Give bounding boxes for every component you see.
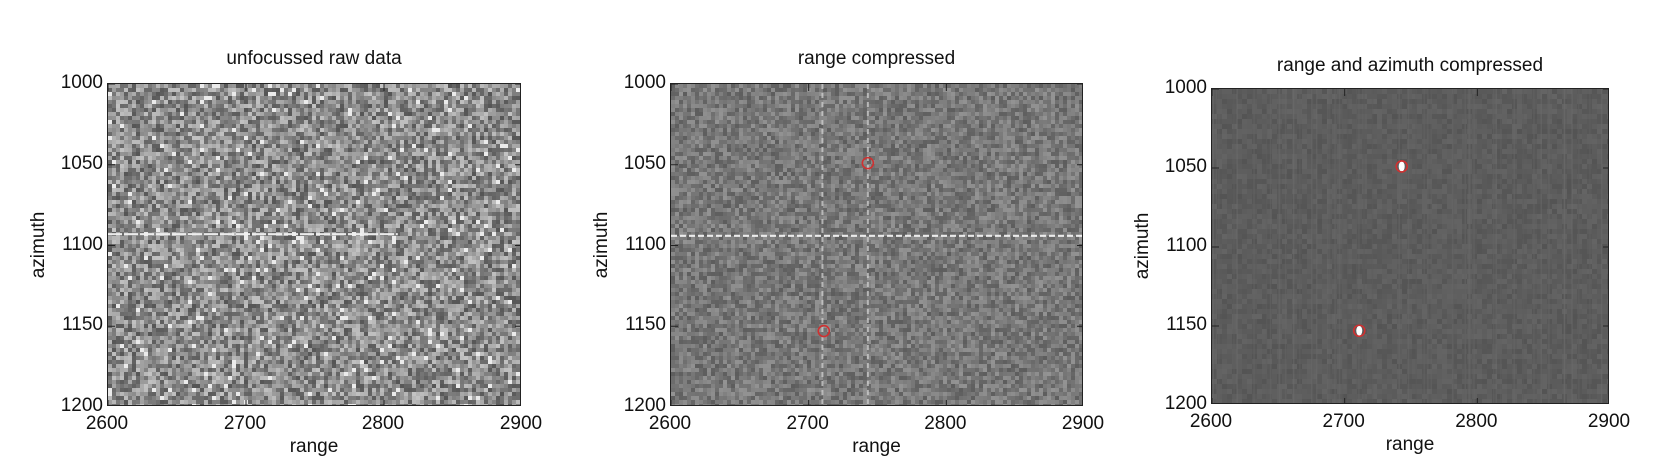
x-tick-label: 2800 [362, 413, 404, 435]
x-tick-label: 2600 [1190, 411, 1232, 433]
heatmap-image [1211, 88, 1609, 404]
y-tick-label: 1000 [624, 72, 666, 94]
y-tick-label: 1100 [1166, 235, 1207, 257]
y-tick-label: 1050 [61, 153, 103, 175]
y-tick-label: 1200 [61, 395, 103, 417]
noise-texture [108, 84, 520, 405]
y-tick-label: 1200 [1165, 393, 1207, 415]
x-tick-label: 2900 [1062, 413, 1104, 435]
point-target [1356, 325, 1363, 336]
x-tick-label: 2900 [1588, 411, 1630, 433]
heatmap-image [670, 83, 1083, 406]
chart-title: unfocussed raw data [226, 48, 401, 70]
y-tick-label: 1050 [1165, 156, 1207, 178]
y-tick-label: 1050 [624, 153, 666, 175]
target-marker [817, 324, 831, 338]
y-tick-label: 1150 [625, 314, 666, 336]
y-axis-label: azimuth [591, 211, 613, 278]
y-tick-label: 1000 [61, 72, 103, 94]
y-axis-label: azimuth [28, 211, 50, 278]
x-tick-label: 2800 [924, 413, 966, 435]
x-axis-label: range [852, 436, 901, 458]
y-tick-label: 1150 [1166, 314, 1207, 336]
y-tick-label: 1100 [625, 234, 666, 256]
target-marker [1352, 324, 1366, 338]
x-tick-label: 2700 [1323, 411, 1365, 433]
chart-title: range and azimuth compressed [1277, 55, 1543, 77]
y-tick-label: 1000 [1165, 77, 1207, 99]
chart-title: range compressed [798, 48, 955, 70]
target-marker [861, 156, 875, 170]
y-tick-label: 1150 [62, 314, 103, 336]
x-tick-label: 2700 [787, 413, 829, 435]
x-tick-label: 2600 [86, 413, 128, 435]
noise-texture [671, 84, 1082, 405]
target-marker [1395, 160, 1409, 173]
heatmap-image [107, 83, 521, 406]
x-tick-label: 2900 [500, 413, 542, 435]
y-tick-label: 1200 [624, 395, 666, 417]
x-axis-label: range [1386, 434, 1435, 456]
point-target [1398, 161, 1405, 172]
x-tick-label: 2600 [649, 413, 691, 435]
x-axis-label: range [290, 436, 339, 458]
y-axis-label: azimuth [1132, 213, 1154, 280]
y-tick-label: 1100 [62, 234, 103, 256]
x-tick-label: 2800 [1455, 411, 1497, 433]
x-tick-label: 2700 [224, 413, 266, 435]
